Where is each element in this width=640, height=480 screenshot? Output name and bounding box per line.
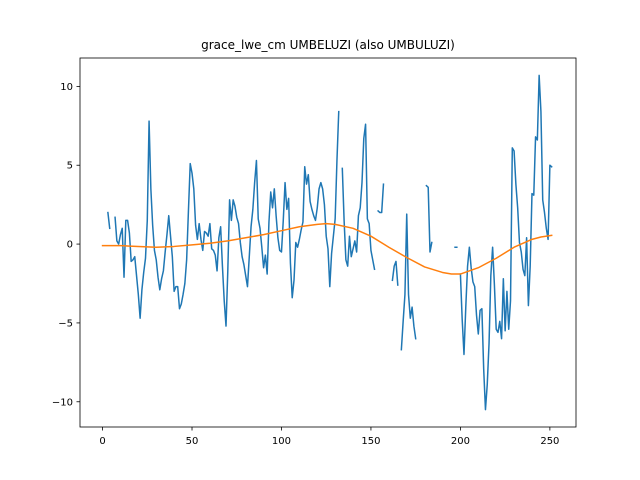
y-tick-label: −5 <box>58 318 73 329</box>
chart-title: grace_lwe_cm UMBELUZI (also UMBULUZI) <box>201 38 455 52</box>
x-tick-label: 50 <box>186 436 199 447</box>
y-tick-label: −10 <box>52 397 73 408</box>
series-line-1 <box>107 74 553 411</box>
x-tick-label: 100 <box>272 436 291 447</box>
series-line-2 <box>101 222 553 275</box>
y-tick-label: 10 <box>60 82 73 93</box>
y-tick-label: 0 <box>67 240 73 251</box>
y-axis: −10 −5 0 5 10 <box>52 82 80 408</box>
x-tick-label: 150 <box>361 436 380 447</box>
x-tick-label: 200 <box>451 436 470 447</box>
x-tick-label: 0 <box>99 436 105 447</box>
x-axis: 0 50 100 150 200 250 <box>99 427 559 447</box>
plot-frame <box>79 57 577 428</box>
series-layer <box>101 74 553 411</box>
y-tick-label: 5 <box>67 161 73 172</box>
x-tick-label: 250 <box>540 436 559 447</box>
